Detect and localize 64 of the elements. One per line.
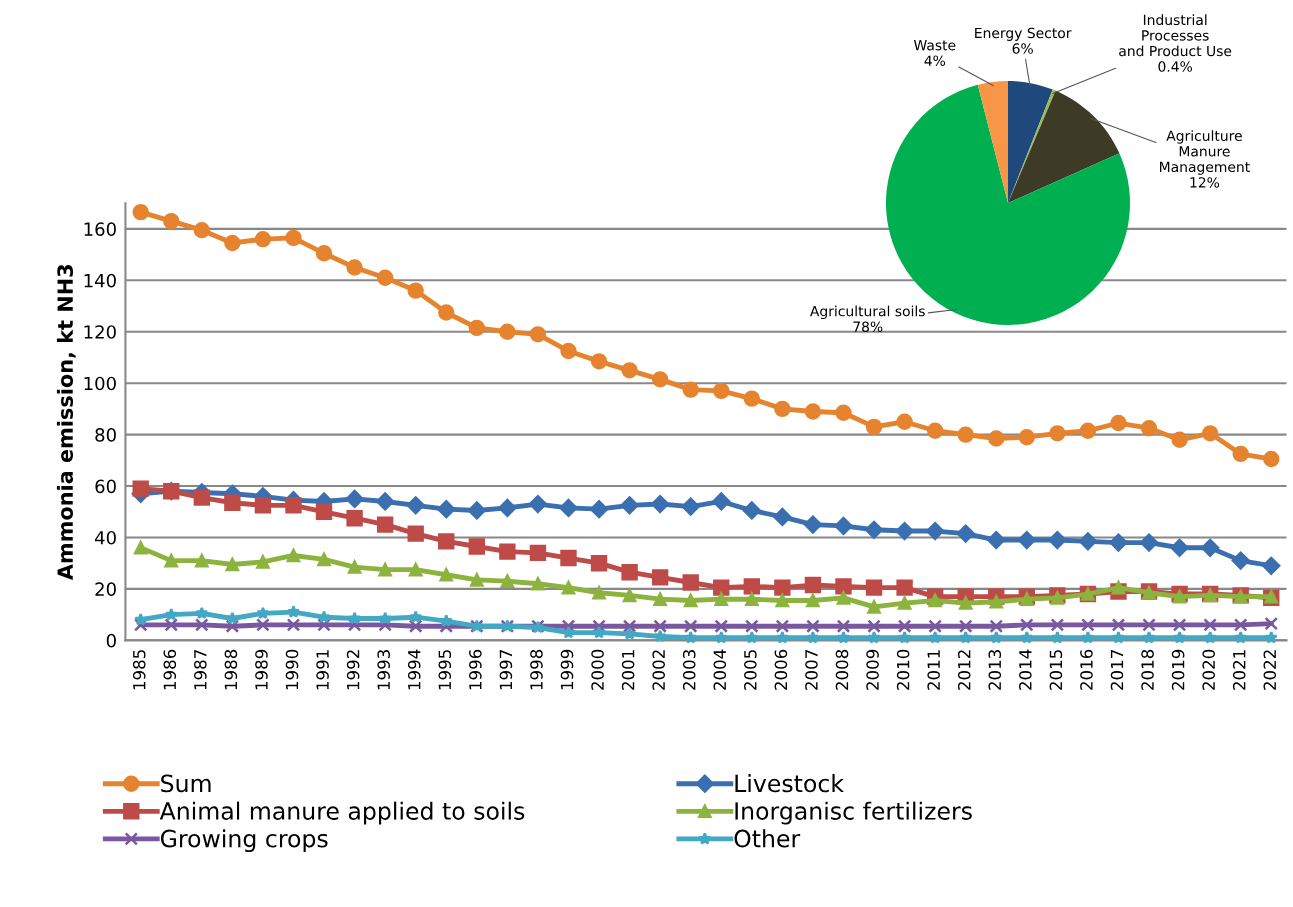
- y-tick-label: 120: [84, 325, 116, 339]
- x-tick-label: 2011: [927, 650, 940, 690]
- x-tick-label: 2010: [896, 649, 910, 690]
- x-tick-label: 1996: [469, 649, 482, 690]
- y-tick-label: 40: [94, 530, 116, 545]
- x-tick-label: 2020: [1202, 649, 1215, 690]
- legend-label: Inorganisc fertilizers: [735, 801, 972, 825]
- data-label: 78%: [853, 321, 883, 332]
- y-tick-label: 0: [106, 633, 116, 648]
- legend-label: Sum: [161, 774, 211, 793]
- x-tick-label: 2001: [621, 650, 635, 690]
- x-tick-label: 1989: [255, 649, 268, 690]
- x-tick-label: 1993: [377, 650, 390, 690]
- x-tick-label: 2017: [1110, 650, 1124, 690]
- legend-label: Animal manure applied to soils: [159, 801, 525, 825]
- slice-label: Agricultural soils: [810, 305, 925, 320]
- slice-label: Industrial Processes and Product Use: [1119, 14, 1232, 57]
- x-tick-label: 2002: [652, 650, 665, 690]
- data-label: 0.4%: [1158, 61, 1193, 72]
- data-label: 6%: [1012, 43, 1033, 54]
- y-axis-title: Ammonia emission, kt NH3: [56, 265, 76, 581]
- x-tick-label: 2003: [682, 650, 696, 690]
- x-tick-label: 2014: [1019, 649, 1032, 690]
- slice-label: Waste: [913, 40, 956, 51]
- y-tick-label: 20: [95, 582, 116, 597]
- x-tick-label: 1995: [438, 650, 452, 690]
- x-tick-label: 2013: [988, 650, 1002, 690]
- y-tick-label: 60: [95, 479, 116, 494]
- x-tick-label: 2022: [1263, 650, 1277, 690]
- slice-label: Agriculture Manure Management: [1160, 130, 1250, 175]
- x-tick-label: 2019: [1171, 649, 1185, 690]
- y-tick-label: 80: [95, 428, 116, 442]
- x-tick-label: 1999: [560, 649, 574, 690]
- y-tick-label: 140: [84, 273, 116, 288]
- y-tick-label: 160: [84, 222, 116, 236]
- data-label: 12%: [1190, 177, 1220, 188]
- x-tick-label: 2021: [1232, 650, 1246, 690]
- x-tick-label: 1992: [346, 650, 360, 690]
- x-tick-label: 1988: [224, 649, 238, 690]
- x-tick-label: 1998: [530, 649, 543, 690]
- x-tick-label: 2006: [774, 649, 788, 690]
- x-tick-label: 2005: [744, 650, 757, 690]
- x-tick-label: 2016: [1080, 649, 1093, 690]
- legend-label: Growing crops: [160, 829, 328, 853]
- x-tick-label: 1985: [132, 650, 146, 690]
- x-tick-label: 1986: [163, 649, 177, 690]
- x-tick-label: 2000: [591, 649, 604, 690]
- x-tick-label: 1987: [194, 650, 207, 690]
- x-tick-label: 1994: [407, 649, 421, 690]
- data-label: 4%: [924, 55, 946, 66]
- legend-label: Other: [734, 829, 801, 848]
- x-tick-label: 1991: [316, 650, 329, 690]
- x-tick-label: 2015: [1049, 650, 1063, 690]
- x-tick-label: 1990: [285, 649, 299, 690]
- x-tick-label: 2012: [957, 650, 971, 690]
- y-tick-label: 100: [84, 376, 116, 391]
- x-tick-label: 2009: [866, 649, 879, 690]
- x-tick-label: 2004: [713, 649, 727, 690]
- x-tick-label: 2007: [805, 650, 818, 690]
- slice-label: Energy Sector: [975, 27, 1072, 41]
- x-tick-label: 2018: [1141, 649, 1154, 690]
- x-tick-label: 2008: [835, 649, 849, 690]
- x-tick-label: 1997: [499, 650, 513, 690]
- legend-label: Livestock: [735, 774, 844, 793]
